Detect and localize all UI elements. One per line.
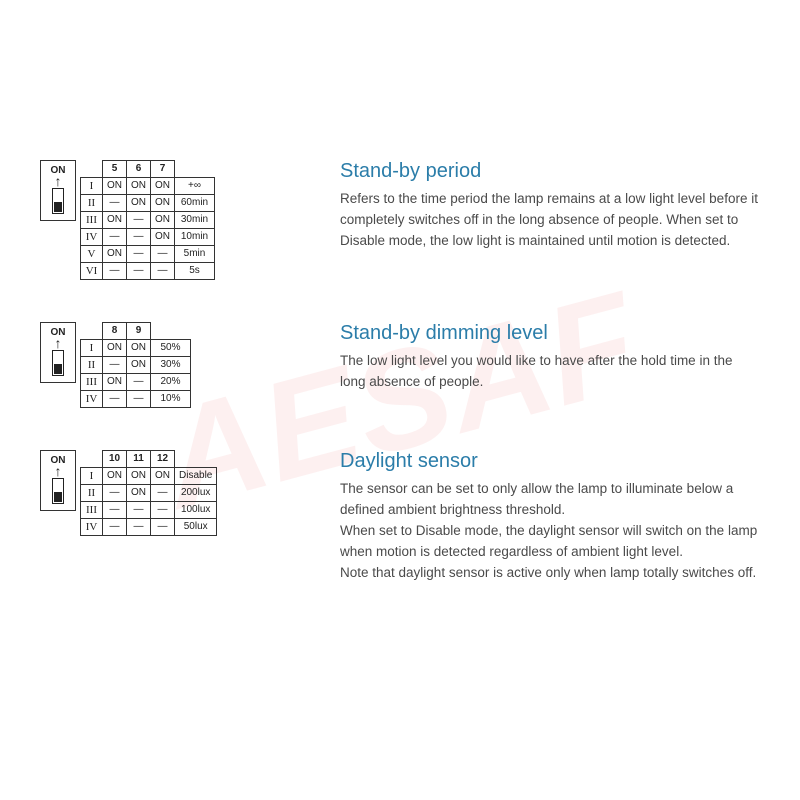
dip-icon bbox=[52, 350, 64, 376]
table-row: III — — — 100lux bbox=[81, 502, 217, 519]
table-row: I ON ON ON Disable bbox=[81, 468, 217, 485]
section-standby-dimming: ON ↑ 8 9 I ON ON 50% II bbox=[40, 322, 760, 408]
table-row: VI — — — 5s bbox=[81, 263, 215, 280]
content-standby-dimming: Stand-by dimming level The low light lev… bbox=[250, 322, 760, 393]
col-header: 8 bbox=[103, 323, 127, 340]
table-row: III ON — ON 30min bbox=[81, 212, 215, 229]
dip-table-standby-dimming: 8 9 I ON ON 50% II — ON 30% III bbox=[80, 322, 191, 408]
table-row: II — ON ON 60min bbox=[81, 195, 215, 212]
table-row: II — ON 30% bbox=[81, 357, 191, 374]
dip-table-standby-period: 5 6 7 I ON ON ON +∞ II — ON ON 60 bbox=[80, 160, 215, 280]
table-row: IV — — 10% bbox=[81, 391, 191, 408]
section-body: The low light level you would like to ha… bbox=[340, 351, 760, 393]
table-row: II — ON — 200lux bbox=[81, 485, 217, 502]
page-container: ON ↑ 5 6 7 I ON ON ON +∞ bbox=[0, 0, 800, 584]
col-header: 7 bbox=[151, 161, 175, 178]
dip-switch-icon: ON ↑ bbox=[40, 160, 76, 221]
col-header: 6 bbox=[127, 161, 151, 178]
section-title: Stand-by period bbox=[340, 160, 760, 183]
section-title: Daylight sensor bbox=[340, 450, 760, 473]
col-header: 10 bbox=[103, 451, 127, 468]
content-daylight-sensor: Daylight sensor The sensor can be set to… bbox=[250, 450, 760, 584]
dip-icon bbox=[52, 478, 64, 504]
dip-icon bbox=[52, 188, 64, 214]
col-header: 5 bbox=[103, 161, 127, 178]
table-row: IV — — ON 10min bbox=[81, 229, 215, 246]
arrow-up-icon: ↑ bbox=[55, 176, 62, 186]
col-header: 12 bbox=[151, 451, 175, 468]
section-body: Refers to the time period the lamp remai… bbox=[340, 189, 760, 252]
col-header: 9 bbox=[127, 323, 151, 340]
section-daylight-sensor: ON ↑ 10 11 12 I ON ON ON Disable bbox=[40, 450, 760, 584]
dip-switch-icon: ON ↑ bbox=[40, 322, 76, 383]
section-body: The sensor can be set to only allow the … bbox=[340, 479, 760, 584]
section-standby-period: ON ↑ 5 6 7 I ON ON ON +∞ bbox=[40, 160, 760, 280]
content-standby-period: Stand-by period Refers to the time perio… bbox=[250, 160, 760, 252]
arrow-up-icon: ↑ bbox=[55, 466, 62, 476]
dip-switch-icon: ON ↑ bbox=[40, 450, 76, 511]
section-title: Stand-by dimming level bbox=[340, 322, 760, 345]
table-row: IV — — — 50lux bbox=[81, 519, 217, 536]
diagram-standby-dimming: ON ↑ 8 9 I ON ON 50% II bbox=[40, 322, 250, 408]
arrow-up-icon: ↑ bbox=[55, 338, 62, 348]
diagram-standby-period: ON ↑ 5 6 7 I ON ON ON +∞ bbox=[40, 160, 250, 280]
col-header: 11 bbox=[127, 451, 151, 468]
table-row: III ON — 20% bbox=[81, 374, 191, 391]
dip-table-daylight-sensor: 10 11 12 I ON ON ON Disable II — ON — bbox=[80, 450, 217, 536]
table-row: V ON — — 5min bbox=[81, 246, 215, 263]
table-row: I ON ON 50% bbox=[81, 340, 191, 357]
table-row: I ON ON ON +∞ bbox=[81, 178, 215, 195]
diagram-daylight-sensor: ON ↑ 10 11 12 I ON ON ON Disable bbox=[40, 450, 250, 536]
